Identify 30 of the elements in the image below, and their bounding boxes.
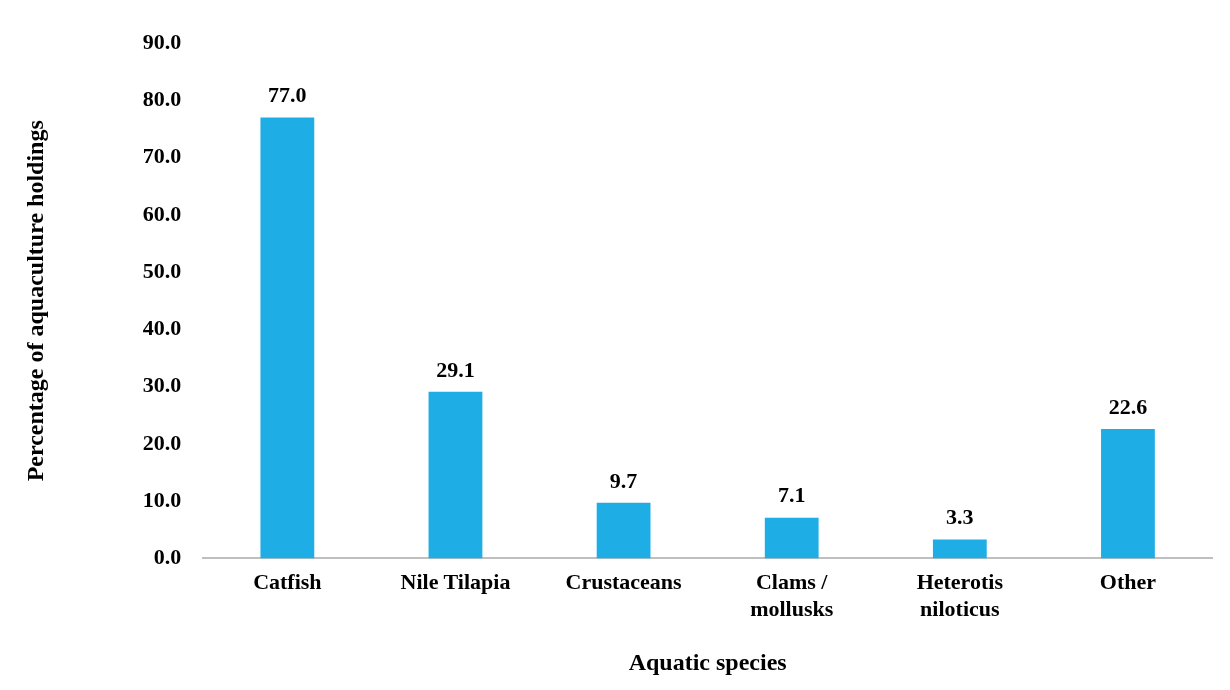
bar: [764, 517, 819, 559]
x-tick-label: Clams / mollusks: [750, 569, 834, 621]
x-axis-title: Aquatic species: [628, 648, 787, 675]
bar: [260, 117, 315, 559]
data-label: 9.7: [609, 467, 638, 493]
bar: [596, 502, 651, 559]
y-tick-label: 40.0: [142, 315, 182, 341]
x-tick-label: Catfish: [253, 569, 322, 595]
x-tick-label: Heterotis niloticus: [916, 569, 1004, 621]
data-label: 7.1: [777, 482, 806, 508]
data-label: 3.3: [946, 504, 974, 530]
data-label: 77.0: [268, 82, 307, 108]
y-tick-label: 30.0: [142, 372, 182, 398]
y-tick-label: 60.0: [142, 200, 182, 226]
y-tick-label: 20.0: [142, 429, 182, 455]
y-tick-label: 50.0: [142, 257, 182, 283]
y-tick-label: 70.0: [142, 143, 182, 169]
bar: [932, 539, 987, 559]
y-tick-label: 90.0: [142, 28, 182, 54]
x-tick-label: Nile Tilapia: [400, 569, 511, 595]
y-tick-label: 80.0: [142, 86, 182, 112]
bar: [1101, 429, 1155, 559]
y-axis-title: Percentage of aquaculture holdings: [21, 120, 48, 482]
x-tick-label: Other: [1099, 569, 1157, 595]
data-label: 22.6: [1108, 393, 1148, 419]
data-label: 29.1: [436, 356, 475, 382]
x-tick-label: Crustaceans: [565, 569, 683, 595]
y-tick-label: 10.0: [142, 486, 182, 512]
y-tick-label: 0.0: [153, 544, 182, 570]
bar: [428, 391, 483, 559]
